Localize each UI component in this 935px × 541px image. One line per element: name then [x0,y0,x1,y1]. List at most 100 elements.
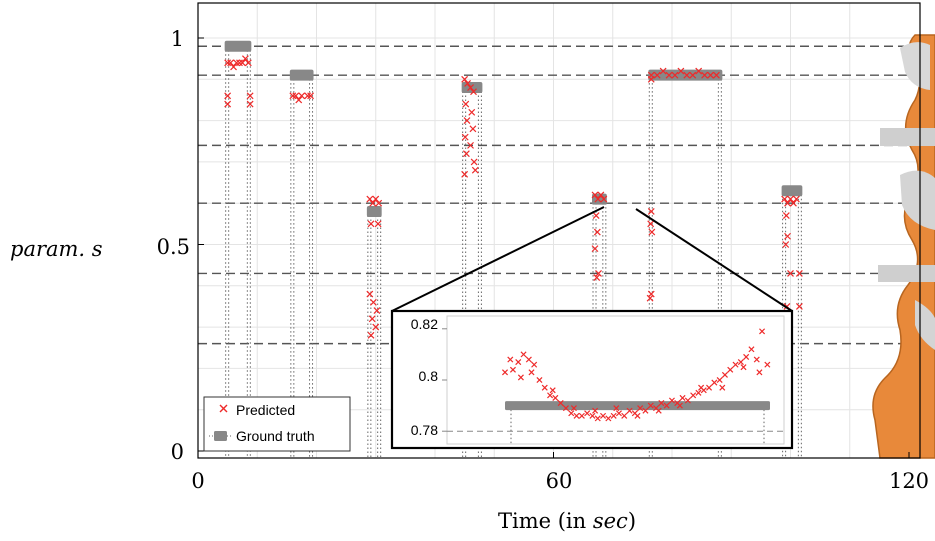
predicted-point [648,228,656,236]
inset-predicted-point [658,400,665,407]
ground-truth-segment [289,69,314,81]
predicted-point [227,59,235,67]
inset-predicted-point [517,374,524,381]
inset-ytick-0.78: 0.78 [411,422,438,438]
inset-predicted-point [764,361,771,368]
predicted-point [366,290,374,298]
predicted-point [304,92,312,100]
inset-predicted-point [706,384,713,391]
inset-predicted-point [721,371,728,378]
inset-predicted-point [610,412,617,419]
inset-predicted-point [676,402,683,409]
predicted-point [787,195,794,203]
predicted-point [784,232,791,240]
predicted-point [471,166,479,174]
predicted-point [239,59,246,67]
predicted-point [246,92,254,100]
inset-predicted-point [570,405,577,412]
ytick-label-0: 0 [171,440,184,464]
predicted-point [784,199,791,207]
inset-ytick-0.82: 0.82 [411,316,438,332]
predicted-point [369,298,377,306]
predicted-point [671,71,679,79]
predicted-point [795,303,803,310]
predicted-point [461,133,469,141]
inset-predicted-point [568,410,575,417]
robot-joint-ring-1 [880,128,935,146]
predicted-point [307,92,314,100]
inset-predicted-point [573,412,580,419]
predicted-point [461,75,469,83]
inset-predicted-point [515,359,522,366]
inset-predicted-point [528,369,535,376]
inset-predicted-point [509,366,516,373]
predicted-point [647,220,655,228]
predicted-point [467,141,474,149]
zoom-connector-left [391,206,605,312]
predicted-point [701,71,709,79]
inset-predicted-point [740,364,747,371]
predicted-point [592,212,600,220]
predicted-point [677,67,685,75]
predicted-point [470,88,477,96]
inset-predicted-point [562,405,569,412]
inset-predicted-point [605,415,612,422]
inset-predicted-point [600,412,607,419]
predicted-point [591,191,599,199]
predicted-point [713,71,720,79]
predicted-point [781,195,788,203]
inset-predicted-point [743,353,750,360]
predicted-point [591,245,599,253]
inset-predicted-point [594,415,601,422]
predicted-point [367,220,375,228]
inset-predicted-point [549,387,556,394]
y-axis-label: param. s [10,237,103,261]
predicted-point [224,100,232,108]
inset-predicted-point [732,361,739,368]
robot-joint-top [900,42,930,90]
predicted-point [787,269,794,277]
predicted-point [246,100,254,108]
legend-predicted-label: Predicted [236,402,295,418]
inset-predicted-point [536,376,543,384]
inset-predicted-point [621,412,628,419]
axes-frame [197,2,921,459]
inset-predicted-point [547,392,554,399]
predicted-point [597,191,605,199]
predicted-point [795,269,803,277]
inset-predicted-point [647,402,654,409]
inset-predicted-point [759,328,766,335]
predicted-point [659,67,667,75]
xtick-label-0: 0 [191,469,204,493]
predicted-point [793,195,800,203]
x-axis-label-close: ) [628,509,636,533]
inset-predicted-point [613,405,620,412]
inset-predicted-point [719,384,726,391]
predicted-point [372,323,380,331]
predicted-point [462,150,470,158]
inset-predicted-point [557,400,564,407]
predicted-point [292,92,300,100]
inset-predicted-point [525,356,532,363]
ground-truth-segment [366,205,382,217]
inset-frame [390,309,794,450]
predicted-point [289,92,297,100]
inset-predicted-point [578,412,585,419]
xtick-label-120: 120 [889,469,929,493]
ground-truth-segment [461,82,483,94]
predicted-point [374,220,382,228]
ground-truth-segment [781,185,803,197]
predicted-point [600,195,608,203]
ytick-label-0.5: 0.5 [157,235,190,259]
predicted-layer [224,55,803,339]
predicted-point [646,294,654,302]
predicted-point [695,67,703,75]
predicted-point [647,208,655,215]
inset-predicted-point [716,376,723,384]
inset-predicted-point [695,389,702,396]
inset-predicted-point [507,356,514,363]
inset-predicted-point [727,366,734,373]
inset-predicted-point [711,379,718,386]
inset-predicted-point [520,351,527,358]
